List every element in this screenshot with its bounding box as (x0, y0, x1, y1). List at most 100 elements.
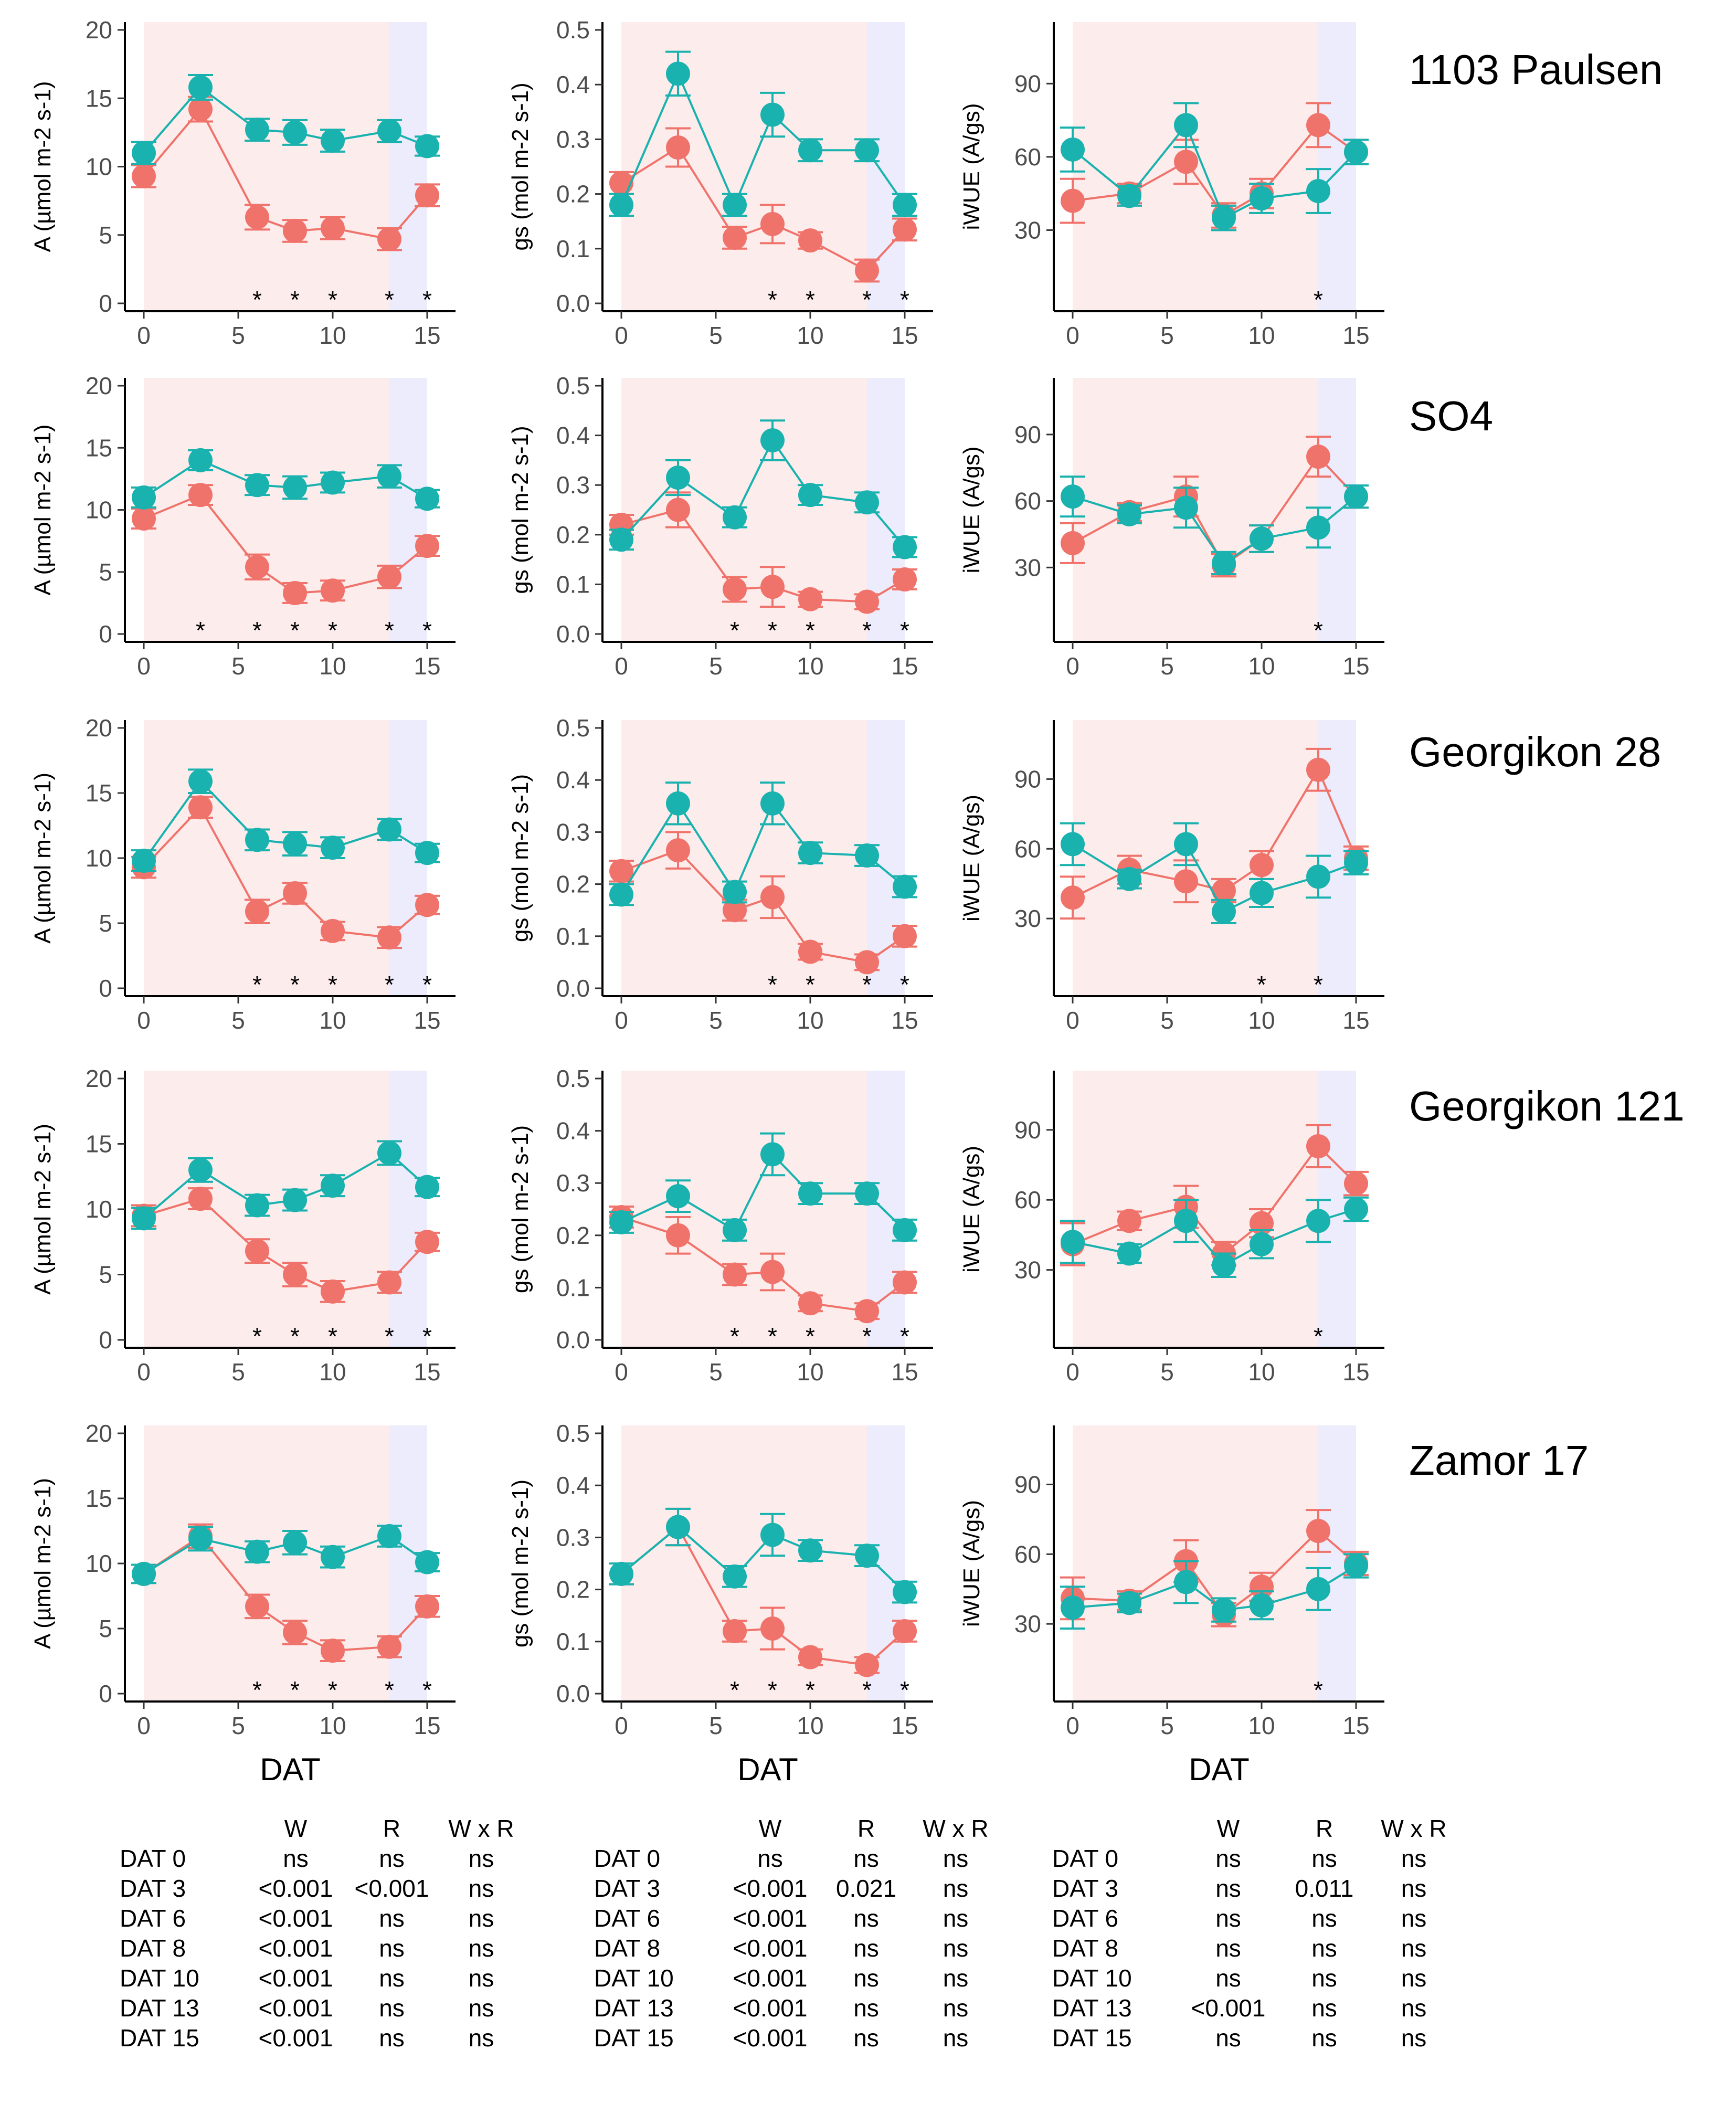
control-point (1174, 832, 1198, 857)
stress-point (798, 1291, 822, 1316)
significance-marker: * (422, 971, 432, 998)
table-cell: ns (757, 1844, 783, 1872)
y-tick-label: 60 (1014, 1540, 1041, 1568)
y-tick-label: 90 (1014, 1471, 1041, 1498)
y-tick-label: 0 (99, 975, 112, 1002)
y-axis-title: gs (mol m-2 s-1) (507, 1125, 533, 1293)
y-tick-label: 5 (99, 558, 112, 586)
table-cell: ns (1215, 2024, 1241, 2052)
control-point (798, 1181, 822, 1206)
control-point (609, 527, 633, 552)
y-tick-label: 15 (86, 1485, 112, 1512)
control-point (245, 828, 269, 852)
significance-marker: * (900, 971, 909, 998)
table-cell: ns (468, 1904, 494, 1932)
control-point (1061, 1595, 1085, 1620)
x-tick-label: 0 (615, 1712, 628, 1739)
header-blank-cell (120, 1813, 250, 1843)
table-cell: <0.001 (733, 1874, 808, 1902)
row-label: DAT 3 (120, 1874, 186, 1902)
stress-point (1212, 879, 1236, 903)
stress-point (893, 1270, 917, 1295)
table-cell: ns (943, 1994, 969, 2022)
stress-point (1306, 1134, 1330, 1158)
stress-point (1306, 757, 1330, 782)
significance-marker: * (328, 1323, 337, 1350)
control-point (1344, 484, 1368, 509)
x-tick-label: 0 (1066, 1007, 1079, 1034)
y-tick-label: 0.5 (556, 16, 590, 44)
y-tick-label: 60 (1014, 835, 1041, 862)
control-point (415, 134, 439, 158)
stress-point (377, 1270, 401, 1295)
significance-marker: * (730, 617, 739, 644)
stress-point (283, 881, 307, 905)
stress-point (415, 534, 439, 558)
control-point (855, 843, 879, 868)
y-tick-label: 20 (86, 1420, 112, 1447)
stress-point (760, 885, 785, 910)
y-tick-label: 15 (86, 434, 112, 461)
significance-marker: * (900, 1676, 909, 1704)
x-tick-label: 15 (891, 652, 918, 680)
panel-2-row-0: 30 60 90 0 5 10 15 iWUE (A/gs) * (959, 22, 1384, 349)
table-row: DAT 15 <0.001 ns ns (120, 2023, 525, 2053)
control-point (609, 882, 633, 907)
x-tick-label: 15 (414, 1712, 440, 1739)
table-cell: ns (379, 1904, 405, 1932)
x-tick-label: 0 (137, 652, 151, 680)
drought-band (144, 22, 389, 311)
y-tick-label: 60 (1014, 1186, 1041, 1213)
table-row: DAT 6 <0.001 ns ns (594, 1903, 999, 1933)
table-cell: ns (379, 1964, 405, 1992)
y-tick-label: 0.2 (556, 1222, 590, 1249)
x-tick-label: 0 (615, 652, 628, 680)
significance-marker: * (1314, 617, 1323, 644)
table-row: DAT 0 ns ns ns (594, 1843, 999, 1873)
column-header: W x R (1381, 1814, 1447, 1842)
control-point (1061, 832, 1085, 857)
significance-marker: * (290, 1676, 300, 1704)
y-tick-label: 0.1 (556, 1628, 590, 1655)
control-point (1212, 206, 1236, 230)
table-cell: ns (853, 1934, 879, 1962)
table-cell: <0.001 (733, 2024, 808, 2052)
stress-point (283, 580, 307, 605)
control-point (1061, 137, 1085, 162)
control-point (1344, 1554, 1368, 1578)
stress-point (245, 555, 269, 579)
x-tick-label: 15 (1342, 322, 1369, 349)
panel-0-row-1: 0 5 10 15 20 0 5 10 15 A (µmol m-2 s-1) * * * * * * (30, 372, 456, 680)
control-point (132, 485, 156, 510)
control-point (1212, 1598, 1236, 1622)
stress-point (321, 216, 345, 240)
control-point (1174, 113, 1198, 138)
x-axis-title: DAT (260, 1752, 321, 1787)
x-tick-label: 15 (1342, 652, 1369, 680)
table-cell: ns (379, 1844, 405, 1872)
stress-point (245, 1594, 269, 1619)
y-axis-title: A (µmol m-2 s-1) (30, 1124, 56, 1295)
significance-marker: * (385, 1676, 394, 1704)
control-point (321, 1174, 345, 1198)
x-tick-label: 15 (414, 322, 440, 349)
x-tick-label: 10 (319, 1007, 346, 1034)
stress-point (760, 1260, 785, 1284)
stress-point (893, 924, 917, 948)
x-tick-label: 5 (1160, 1358, 1174, 1386)
stress-point (1306, 445, 1330, 469)
y-tick-label: 10 (86, 844, 112, 872)
control-point (893, 1580, 917, 1604)
stress-point (855, 950, 879, 975)
y-tick-label: 0.0 (556, 1326, 590, 1354)
table-cell: ns (1401, 1904, 1427, 1932)
table-cell: ns (468, 1934, 494, 1962)
x-tick-label: 10 (1248, 652, 1275, 680)
table-cell: ns (943, 1904, 969, 1932)
control-point (1344, 140, 1368, 164)
drought-band (621, 22, 867, 311)
y-axis-title: gs (mol m-2 s-1) (507, 82, 533, 250)
